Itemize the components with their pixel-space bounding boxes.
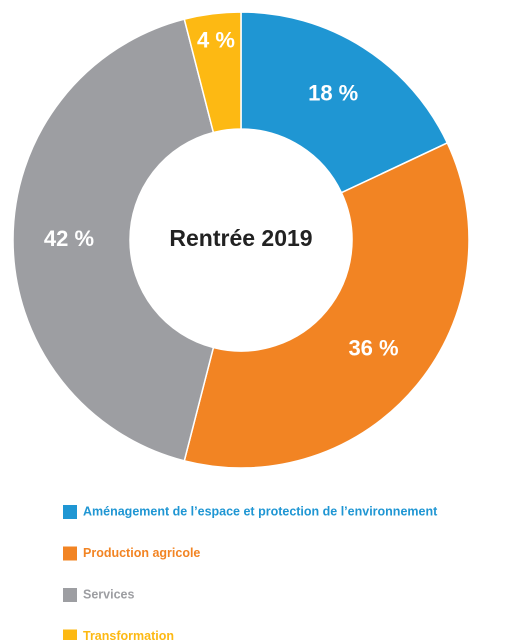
donut-slice [240,11,449,194]
donut-slice [183,11,242,134]
legend-text: Aménagement de l’espace et protection de… [83,504,438,518]
slice-label: 36 % [348,335,398,360]
slice-label: 4 % [197,27,235,52]
center-label: Rentrée 2019 [169,225,312,251]
legend-swatch [63,588,77,602]
slice-label: 18 % [308,81,358,106]
legend-swatch [63,546,77,561]
legend-text: Transformation [83,629,174,640]
legend-swatch [63,505,77,519]
donut-slice [12,18,215,462]
slice-label: 42 % [44,226,94,251]
legend-text: Production agricole [83,546,200,560]
legend-text: Services [83,587,134,601]
legend-swatch [63,629,77,640]
donut-slice [183,141,470,469]
